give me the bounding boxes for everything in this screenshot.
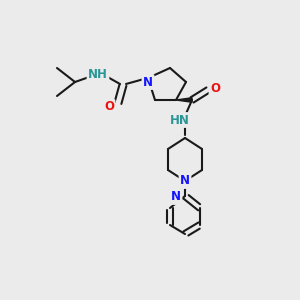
Text: N: N: [171, 190, 181, 203]
Text: N: N: [180, 175, 190, 188]
Text: O: O: [104, 100, 114, 113]
Text: NH: NH: [88, 68, 108, 82]
Text: N: N: [143, 76, 153, 88]
Text: HN: HN: [170, 113, 190, 127]
Polygon shape: [176, 98, 192, 102]
Text: O: O: [210, 82, 220, 95]
